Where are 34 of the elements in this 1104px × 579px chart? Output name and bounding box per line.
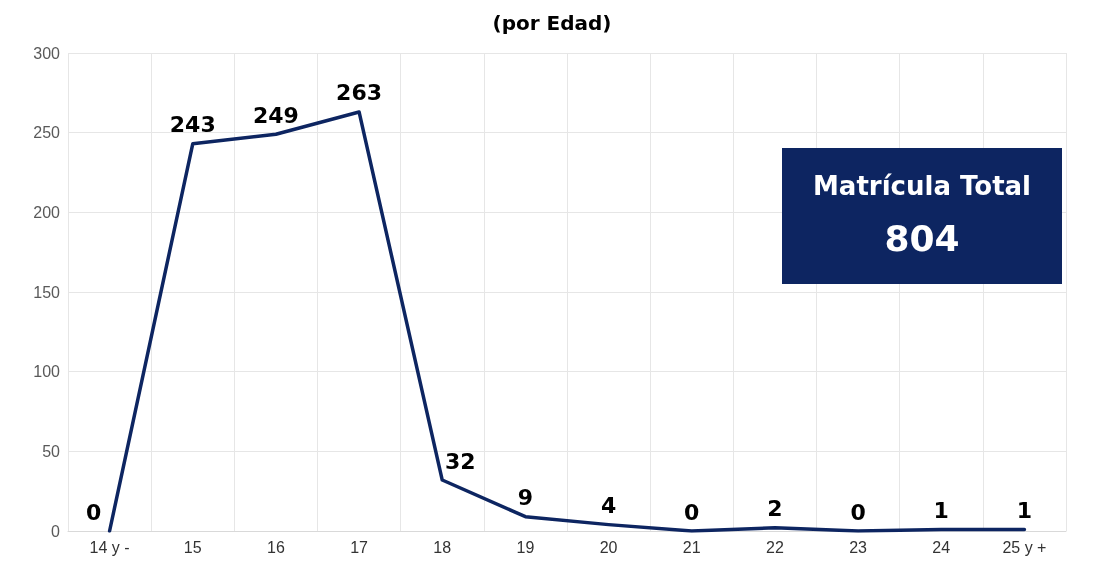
data-label: 0 [85,499,102,525]
chart-title: (por Edad) [492,11,612,35]
x-tick-label: 17 [350,538,369,556]
x-tick-label: 20 [599,538,618,556]
y-tick-label: 50 [42,442,61,460]
data-label: 0 [684,499,700,525]
x-tick-label: 21 [682,538,701,556]
x-tick-label: 25 y + [1002,538,1047,556]
data-label: 2 [767,496,783,522]
x-tick-label: 19 [516,538,535,556]
y-tick-label: 0 [51,522,61,540]
y-tick-label: 250 [33,124,61,142]
x-tick-label: 16 [267,538,285,556]
y-tick-label: 300 [33,44,61,62]
annotation: Matrícula Total [812,171,1032,201]
annotation: 804 [884,217,960,259]
y-tick-label: 150 [33,283,61,301]
x-tick-label: 15 [183,538,202,556]
x-tick-label: 22 [766,538,784,556]
data-label: 243 [169,112,216,138]
data-label: 1 [1016,497,1033,523]
data-label: 263 [336,80,383,106]
data-label: 4 [600,493,617,519]
data-label: 249 [252,102,299,128]
x-tick-label: 24 [932,538,951,556]
y-tick-label: 100 [33,363,61,381]
data-label: 0 [850,499,866,525]
y-tick-label: 200 [33,203,61,221]
data-label: 1 [933,497,949,523]
data-label: 9 [517,485,534,511]
x-tick-label: 14 y - [89,538,130,556]
x-tick-label: 18 [433,538,452,556]
x-tick-label: 23 [849,538,868,556]
data-label: 32 [444,448,476,474]
